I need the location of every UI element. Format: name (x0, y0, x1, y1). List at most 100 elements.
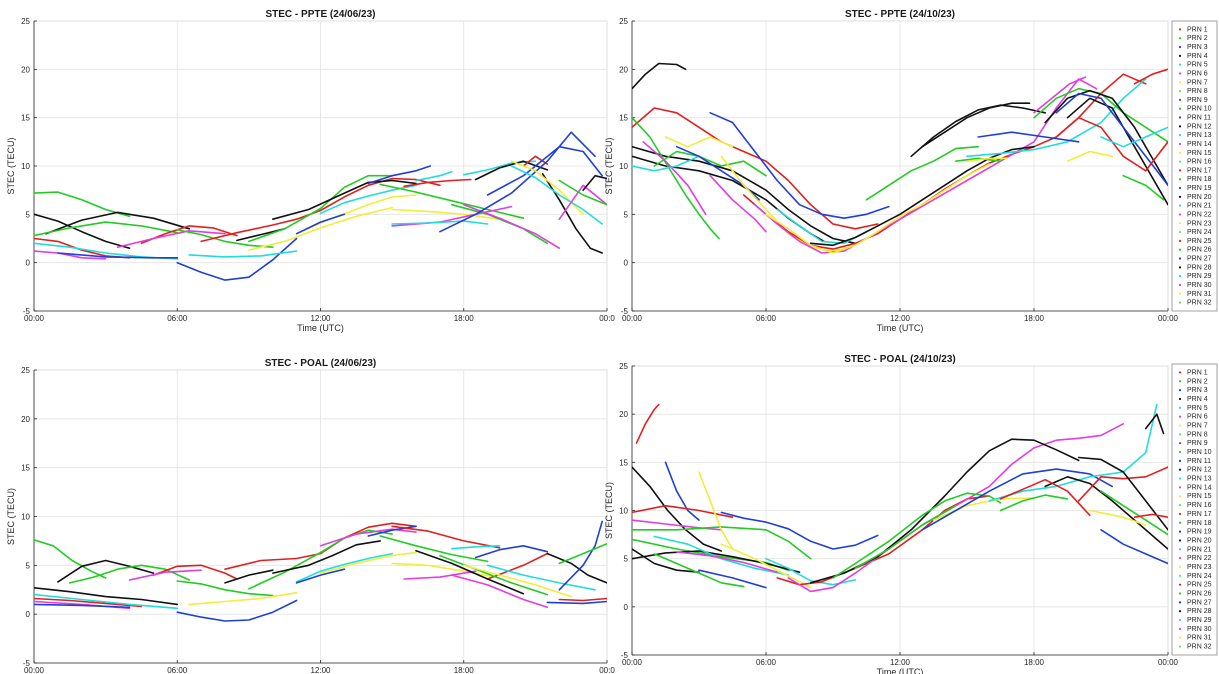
y-tick-label: 20 (619, 410, 628, 419)
series-line-20 (319, 551, 417, 574)
legend-box (1171, 363, 1218, 656)
y-tick-label: 5 (624, 555, 629, 564)
x-axis-label: Time (UTC) (297, 323, 344, 333)
series-line-36 (558, 520, 604, 591)
legend-entry: PRN 24 (1187, 229, 1212, 236)
legend-marker (1178, 301, 1182, 304)
series-line-21 (921, 102, 1031, 148)
x-tick-label: 18:00 (454, 666, 475, 674)
legend-marker (1178, 292, 1182, 295)
series-line-20 (295, 213, 346, 235)
legend-marker (1178, 645, 1182, 648)
series-line-4 (34, 586, 179, 606)
legend-entry: PRN 25 (1187, 238, 1212, 245)
legend-entry: PRN 11 (1187, 458, 1211, 465)
x-tick-label: 18:00 (1024, 658, 1045, 667)
legend-marker (1178, 54, 1182, 57)
legend-marker (1178, 222, 1182, 225)
legend-marker (1178, 592, 1182, 595)
legend-entry: PRN 17 (1187, 167, 1212, 174)
series-line-13 (188, 591, 298, 606)
y-tick-label: -5 (23, 659, 31, 668)
y-tick-label: 0 (624, 259, 629, 268)
legend-entry: PRN 15 (1187, 493, 1212, 500)
series-line-17 (271, 179, 417, 220)
legend-marker (1178, 266, 1182, 269)
y-tick-label: 10 (21, 162, 30, 171)
series-line-29 (462, 160, 537, 176)
chart-panel-3: 00:00 06:00 12:00 18:00 00:0 -5 0 5 10 15 20 25 STEC… (6, 358, 615, 674)
series-line-19 (787, 422, 1125, 593)
series-line-11 (176, 229, 274, 248)
y-tick-label: 15 (619, 114, 628, 123)
series-line-1 (34, 539, 107, 579)
legend-marker (1178, 583, 1182, 586)
series-group (34, 131, 607, 281)
legend-marker (1178, 539, 1182, 542)
legend-marker (1178, 459, 1182, 462)
legend-entry: PRN 22 (1187, 555, 1212, 562)
legend-entry: PRN 7 (1187, 422, 1208, 429)
series-line-37 (558, 542, 607, 565)
y-axis-label: STEC (TECU) (604, 138, 614, 195)
legend-entry: PRN 32 (1187, 300, 1212, 307)
legend-marker (1178, 450, 1182, 454)
legend-entry: PRN 4 (1187, 396, 1208, 403)
legend-marker (1178, 486, 1182, 489)
legend-entry: PRN 15 (1187, 150, 1212, 157)
legend-entry: PRN 21 (1187, 546, 1212, 553)
series-line-31 (439, 554, 549, 596)
legend-marker (1178, 601, 1182, 604)
legend-marker (1178, 406, 1182, 409)
series-line-24 (379, 535, 489, 563)
legend-marker (1178, 116, 1182, 119)
series-line-11 (176, 580, 274, 597)
series-line-15 (200, 177, 441, 243)
legend-marker (1178, 468, 1182, 471)
x-axis-label: Time (UTC) (877, 667, 924, 674)
legend-entry: PRN 30 (1187, 282, 1212, 289)
legend-entry: PRN 10 (1187, 449, 1212, 456)
legend-entry: PRN 9 (1187, 440, 1208, 447)
series-line-14 (653, 553, 745, 588)
chart-title: STEC - POAL (24/06/23) (265, 358, 377, 369)
series-line-32 (1100, 126, 1168, 148)
series-line-32 (1089, 509, 1147, 526)
series-line-35 (966, 157, 1009, 162)
y-tick-label: 10 (619, 507, 628, 516)
y-tick-label: 25 (21, 17, 30, 26)
legend-entry: PRN 31 (1187, 291, 1212, 298)
series-line-33 (1100, 528, 1168, 565)
series-line-34 (439, 131, 596, 233)
legend-marker (1178, 239, 1182, 243)
series-line-31 (1100, 490, 1168, 536)
legend-entry: PRN 3 (1187, 387, 1208, 394)
series-line-19 (809, 145, 1035, 247)
series-line-25 (988, 403, 1158, 502)
legend-marker (1178, 160, 1182, 163)
series-line-16 (248, 529, 393, 590)
legend-marker (1178, 424, 1182, 427)
series-line-28 (391, 220, 489, 225)
legend-entry: PRN 29 (1187, 617, 1212, 624)
series-line-13 (675, 551, 779, 574)
legend-marker (1178, 557, 1182, 560)
legend-marker (1178, 125, 1182, 128)
x-tick-label: 12:00 (890, 658, 911, 667)
series-line-33 (1133, 68, 1168, 85)
y-tick-label: 25 (619, 362, 628, 371)
legend-marker (1178, 433, 1182, 436)
series-line-22 (854, 504, 957, 570)
legend-marker (1178, 371, 1182, 374)
series-line-9 (632, 548, 700, 574)
legend-entry: PRN 10 (1187, 106, 1212, 113)
series-line-23 (391, 525, 501, 549)
series-line-34 (1133, 513, 1168, 519)
legend-marker (1178, 503, 1182, 507)
legend-entry: PRN 5 (1187, 405, 1208, 412)
legend-marker (1178, 442, 1182, 445)
legend-entry: PRN 20 (1187, 537, 1212, 544)
legend-entry: PRN 1 (1187, 369, 1208, 376)
series-line-24 (921, 468, 1113, 531)
legend-entry: PRN 29 (1187, 273, 1212, 280)
